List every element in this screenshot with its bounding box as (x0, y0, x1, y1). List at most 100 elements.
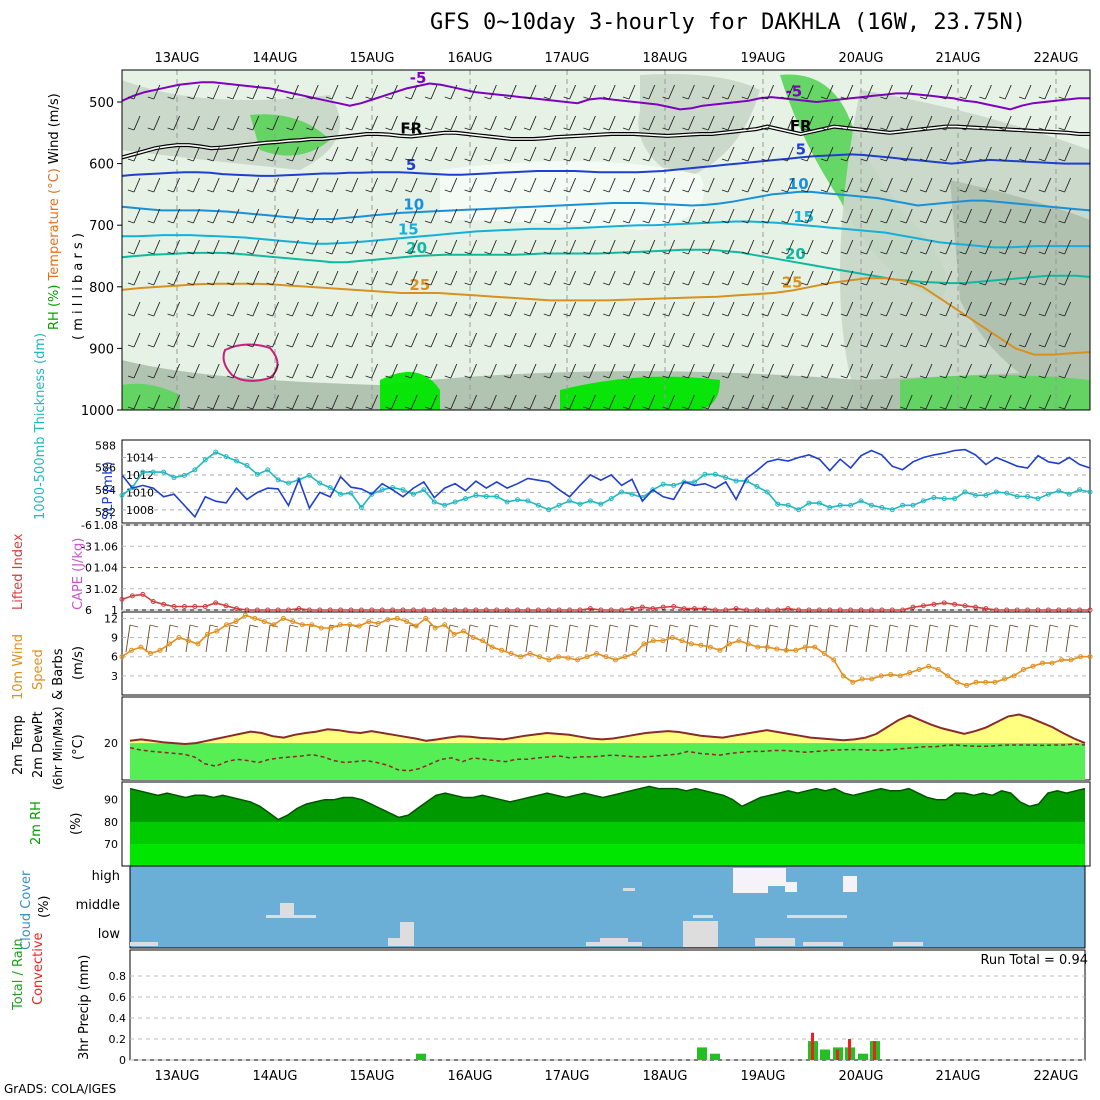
wind-barb (1024, 84, 1032, 100)
wind-barb (866, 208, 874, 224)
precip-ytick-0: 0 (119, 1054, 126, 1067)
wind-barb-flag (761, 189, 768, 193)
wind-barb-flag (622, 251, 630, 255)
thickness-line-pt (223, 454, 229, 460)
wind-barb-flag (761, 406, 768, 410)
wind-barb-flag (424, 251, 432, 255)
xtick-bottom-3: 16AUG (447, 1069, 492, 1084)
wind-barb (272, 84, 280, 100)
upper-ytick-2: 700 (89, 219, 114, 234)
wind-barb (1064, 146, 1072, 162)
wind10-barb-flag (589, 624, 599, 628)
wind-barb (529, 301, 537, 317)
wind-barb (291, 270, 299, 286)
wind-barb-flag (365, 344, 372, 348)
wind10-speed-line-pt (1068, 657, 1074, 663)
cloud-ytick-1: middle (76, 898, 120, 913)
wind-barb (965, 270, 973, 286)
wind10-speed-line-pt (271, 622, 277, 628)
lifted-line-pt (660, 604, 666, 610)
wind-barb (272, 146, 280, 162)
wind-barb-flag (424, 127, 432, 131)
wind-barb-flag (365, 375, 372, 379)
wind-barb-flag (444, 313, 451, 317)
wind-barb-flag (147, 375, 154, 379)
wind-barb (668, 146, 676, 162)
wind-barb-flag (167, 189, 174, 193)
wind10-speed-line-pt (983, 679, 989, 685)
wind-barb (767, 239, 775, 255)
wind10-barb (905, 624, 911, 653)
wind-barb (925, 177, 933, 193)
wind-barb-flag (563, 313, 570, 317)
isotherm-label-6-0: 25 (409, 276, 430, 294)
wind-barb-flag (662, 251, 669, 255)
wind-barb-flag (484, 158, 491, 162)
wind-barb-flag (523, 375, 531, 379)
wind-barb (648, 332, 656, 348)
upper-ylabel-part-0: RH (%) (47, 280, 62, 330)
wind-barb (291, 208, 299, 224)
wind-barb-flag (781, 313, 788, 317)
wind-barb (331, 208, 339, 224)
wind-barb-flag (622, 344, 630, 348)
wind-barb (529, 394, 537, 410)
wind-barb (371, 115, 379, 131)
wind-barb (668, 239, 676, 255)
wind10-barb (725, 624, 731, 653)
wind-barb (747, 115, 755, 131)
wind-barb (905, 84, 913, 100)
upper-ytick-4: 900 (89, 342, 114, 357)
wind-barb (866, 84, 874, 100)
wind-barb (291, 177, 299, 193)
wind10-ylabel-b: Speed (31, 649, 46, 690)
wind-barb (272, 208, 280, 224)
wind-barb-flag (682, 251, 689, 255)
wind-barb-flag (959, 189, 966, 193)
lifted-ylabel: Lifted Index (11, 533, 26, 610)
wind10-speed-line-pt (252, 615, 258, 621)
wind-barb (806, 332, 814, 348)
wind-barb-flag (939, 282, 946, 286)
wind-barb-flag (959, 220, 966, 224)
wind-barb-flag (147, 406, 154, 410)
wind-barb-flag (504, 158, 511, 162)
wind-barb (628, 146, 636, 162)
wind-barb-flag (365, 189, 372, 193)
lifted-line-pt (150, 599, 156, 604)
wind-barb-flag (286, 96, 293, 100)
wind-barb (430, 394, 438, 410)
wind-barb-flag (999, 158, 1006, 162)
wind-barb (331, 146, 339, 162)
wind-barb-flag (801, 127, 808, 131)
wind10-speed-line-pt (537, 654, 543, 660)
wind-barb-flag (919, 344, 927, 348)
thickness-line-pt (1004, 490, 1010, 496)
wind-barb-flag (840, 251, 847, 255)
wind10-barb-flag (629, 624, 639, 628)
wind-barb-flag (226, 96, 234, 100)
wind10-speed-line-pt (575, 657, 581, 663)
wind-barb (806, 208, 814, 224)
wind-barb-flag (682, 344, 689, 348)
wind-barb (806, 177, 814, 193)
wind-barb-flag (405, 96, 412, 100)
wind-barb (608, 146, 616, 162)
wind-barb (212, 115, 220, 131)
wind-barb (509, 270, 517, 286)
thickness-line-pt (577, 501, 583, 507)
thickness-line-pt (286, 480, 292, 486)
wind-barb-flag (741, 282, 748, 286)
wind10-barb-flag (829, 624, 839, 628)
wind10-barb-flag (609, 624, 619, 628)
thickness-line-pt (338, 491, 344, 497)
wind-barb-flag (543, 344, 550, 348)
isotherm-label-0-1: -5 (786, 83, 803, 101)
wind-barb (747, 177, 755, 193)
wind-barb-flag (325, 282, 333, 286)
wind-barb (747, 146, 755, 162)
thickness-line-pt (796, 507, 802, 513)
isotherm-label-2-0: 5 (406, 156, 416, 174)
wind-barb (945, 146, 953, 162)
wind10-speed-line-pt (850, 679, 856, 685)
